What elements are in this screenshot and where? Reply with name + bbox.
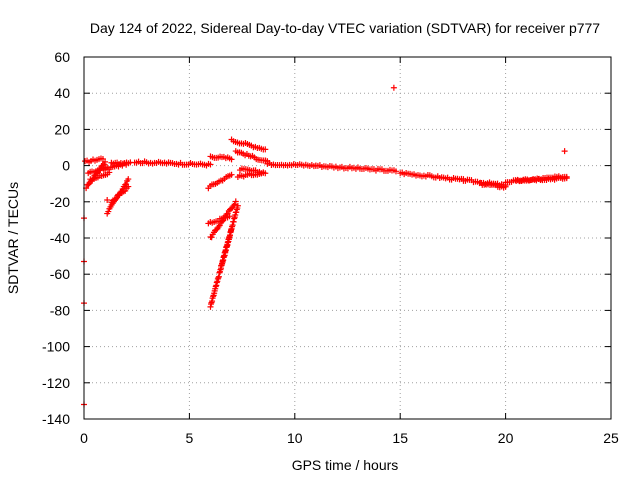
data-point — [216, 222, 223, 229]
data-point — [563, 175, 570, 182]
data-point — [113, 195, 120, 202]
plot-frame — [83, 56, 612, 420]
y-tick-label: -40 — [50, 230, 70, 246]
grid — [84, 57, 611, 419]
data-point — [561, 148, 568, 155]
x-tick-label: 15 — [392, 430, 408, 446]
data-point — [390, 84, 397, 91]
data-point — [228, 171, 235, 178]
data-point — [392, 168, 399, 175]
y-axis-label: SDTVAR / TECUs — [5, 182, 21, 294]
y-tick-label: -100 — [42, 339, 70, 355]
data-point — [125, 183, 132, 190]
x-tick-label: 25 — [603, 430, 619, 446]
data-point — [215, 223, 222, 230]
x-axis-label: GPS time / hours — [292, 457, 399, 473]
x-tick-label: 10 — [287, 430, 303, 446]
data-point — [125, 176, 132, 183]
data-point — [121, 181, 128, 188]
x-tick-label: 0 — [80, 430, 88, 446]
y-tick-label: -120 — [42, 375, 70, 391]
data-point — [232, 198, 239, 205]
data-point — [102, 158, 109, 165]
data-point — [105, 208, 112, 215]
x-tick-label: 5 — [186, 430, 194, 446]
y-tick-label: 40 — [54, 85, 70, 101]
y-tick-label: 60 — [54, 49, 70, 65]
data-points — [81, 84, 570, 408]
y-tick-label: 20 — [54, 121, 70, 137]
y-tick-label: -20 — [50, 194, 70, 210]
data-point — [208, 234, 215, 241]
data-point — [228, 156, 235, 163]
data-point — [207, 161, 214, 168]
data-point — [262, 146, 269, 153]
x-tick-label: 20 — [498, 430, 514, 446]
y-tick-label: -60 — [50, 266, 70, 282]
y-tick-label: 0 — [62, 158, 70, 174]
chart-title: Day 124 of 2022, Sidereal Day-to-day VTE… — [90, 20, 600, 36]
data-point — [104, 196, 111, 203]
data-point — [226, 213, 233, 220]
data-point — [260, 169, 267, 176]
y-tick-label: -80 — [50, 302, 70, 318]
y-tick-label: -140 — [42, 411, 70, 427]
data-point — [85, 181, 92, 188]
data-point — [231, 201, 238, 208]
axis-ticks: -140 -120 -100 -80 -60 -40 -20 0 20 40 60 0 5 10 15 20 2… — [42, 49, 619, 446]
